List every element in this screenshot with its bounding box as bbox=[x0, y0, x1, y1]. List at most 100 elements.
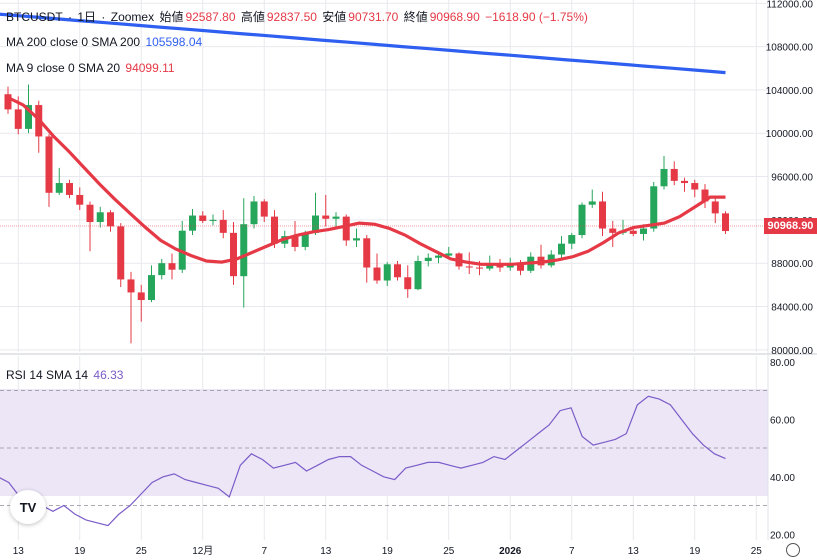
candle-body bbox=[640, 228, 647, 234]
price-axis-labels: 80000.0084000.0088000.0092000.0096000.00… bbox=[766, 0, 814, 357]
ma200-line bbox=[0, 12, 726, 75]
time-tick-label: 25 bbox=[751, 546, 763, 557]
candle-body bbox=[158, 263, 166, 276]
candle-body bbox=[578, 204, 586, 236]
symbol[interactable]: BTCUSDT bbox=[6, 10, 63, 24]
candle-body bbox=[291, 236, 299, 247]
low-label: 安値 bbox=[322, 10, 347, 24]
last-price-tag: 90968.90 bbox=[764, 218, 817, 234]
close-value: 90968.90 bbox=[429, 10, 480, 24]
candle-body bbox=[681, 180, 688, 184]
ma200-value: 105598.04 bbox=[145, 35, 203, 49]
time-tick-label: 13 bbox=[628, 546, 640, 557]
candle-body bbox=[383, 264, 391, 281]
candle-body bbox=[189, 215, 196, 231]
price-tick-label: 80000.00 bbox=[771, 346, 813, 357]
candle-body bbox=[45, 136, 53, 193]
rsi-label: RSI 14 SMA 14 bbox=[6, 368, 89, 382]
rsi-tick-label: 40.00 bbox=[770, 473, 795, 484]
candle-body bbox=[199, 215, 207, 221]
time-tick-label: 19 bbox=[74, 546, 86, 557]
candle-body bbox=[711, 201, 719, 214]
candle-body bbox=[230, 232, 237, 277]
candle-body bbox=[271, 216, 278, 244]
price-tick-label: 88000.00 bbox=[771, 259, 813, 270]
low-value: 90731.70 bbox=[348, 10, 399, 24]
candle-body bbox=[599, 201, 606, 229]
candle-body bbox=[609, 228, 617, 233]
candle-body bbox=[629, 230, 637, 234]
candles bbox=[4, 84, 729, 344]
candle-body bbox=[424, 257, 432, 262]
time-tick-label: 7 bbox=[261, 546, 267, 557]
rsi-value: 46.33 bbox=[93, 368, 124, 382]
candle-body bbox=[240, 224, 248, 277]
rsi-tick-label: 60.00 bbox=[770, 415, 795, 426]
ma9-label: MA 9 close 0 SMA 20 bbox=[6, 61, 121, 75]
candle-body bbox=[722, 213, 729, 232]
rsi-band bbox=[0, 389, 768, 496]
time-axis-labels: 13 19 25 12月 7 13 19 25 2026 7 13 19 25 bbox=[13, 545, 763, 557]
price-tick-label: 112000.00 bbox=[766, 0, 813, 10]
candle-body bbox=[76, 194, 84, 205]
candle-body bbox=[588, 201, 596, 205]
candle-body bbox=[435, 255, 442, 258]
candle-body bbox=[670, 168, 678, 181]
time-tick-label: 19 bbox=[689, 546, 701, 557]
candle-body bbox=[650, 186, 658, 229]
high-value: 92837.50 bbox=[266, 10, 317, 24]
ma9-line bbox=[7, 96, 726, 266]
ohlc-legend: BTCUSDT · 1日 · Zoomex 始値 92587.80 高値 92837… bbox=[6, 8, 590, 25]
ma200-legend[interactable]: MA 200 close 0 SMA 200 105598.04 bbox=[6, 35, 204, 49]
candle-body bbox=[568, 235, 576, 244]
ma9-legend[interactable]: MA 9 close 0 SMA 20 94099.11 bbox=[6, 61, 177, 75]
candle-body bbox=[404, 277, 412, 290]
candle-body bbox=[465, 266, 473, 268]
candle-body bbox=[107, 212, 114, 227]
candle-body bbox=[373, 267, 381, 281]
candle-body bbox=[691, 183, 699, 190]
interval[interactable]: 1日 bbox=[77, 10, 97, 24]
change-value: −1618.90 (−1.75%) bbox=[485, 10, 588, 24]
time-tick-label: 19 bbox=[382, 546, 394, 557]
price-tick-label: 104000.00 bbox=[766, 86, 814, 97]
candle-body bbox=[342, 216, 350, 241]
candle-body bbox=[701, 189, 709, 202]
rsi-tick-label: 20.00 bbox=[770, 530, 795, 541]
candle-body bbox=[209, 219, 217, 221]
settings-icon[interactable] bbox=[786, 543, 800, 557]
candle-body bbox=[127, 279, 135, 293]
time-tick-label: 25 bbox=[443, 546, 455, 557]
close-label: 終値 bbox=[403, 10, 428, 24]
candle-body bbox=[168, 263, 176, 270]
ma200-label: MA 200 close 0 SMA 200 bbox=[6, 35, 141, 49]
price-tick-label: 100000.00 bbox=[766, 129, 814, 140]
tradingview-logo[interactable]: TV bbox=[10, 490, 46, 524]
candle-body bbox=[332, 216, 340, 219]
candle-body bbox=[414, 261, 422, 290]
price-tick-label: 108000.00 bbox=[766, 43, 814, 54]
candle-body bbox=[660, 168, 668, 187]
time-tick-label: 2026 bbox=[499, 546, 522, 557]
candle-body bbox=[4, 94, 12, 110]
open-label: 始値 bbox=[159, 10, 184, 24]
candle-body bbox=[558, 243, 565, 255]
rsi-tick-label: 80.00 bbox=[770, 358, 795, 369]
high-label: 高値 bbox=[240, 10, 265, 24]
ma9-value: 94099.11 bbox=[125, 61, 175, 75]
candle-body bbox=[148, 275, 155, 301]
candle-body bbox=[486, 264, 494, 269]
candle-body bbox=[66, 183, 73, 195]
candle-body bbox=[322, 215, 330, 219]
time-tick-label: 25 bbox=[136, 546, 148, 557]
rsi-legend[interactable]: RSI 14 SMA 14 46.33 bbox=[6, 368, 125, 382]
rsi-guide-lines bbox=[0, 390, 768, 506]
candle-body bbox=[96, 212, 104, 223]
candle-body bbox=[117, 226, 125, 280]
rsi-line bbox=[0, 395, 726, 527]
candle-body bbox=[394, 264, 401, 278]
candle-body bbox=[476, 267, 483, 269]
price-tick-label: 96000.00 bbox=[771, 173, 813, 184]
time-tick-label: 7 bbox=[569, 546, 575, 557]
